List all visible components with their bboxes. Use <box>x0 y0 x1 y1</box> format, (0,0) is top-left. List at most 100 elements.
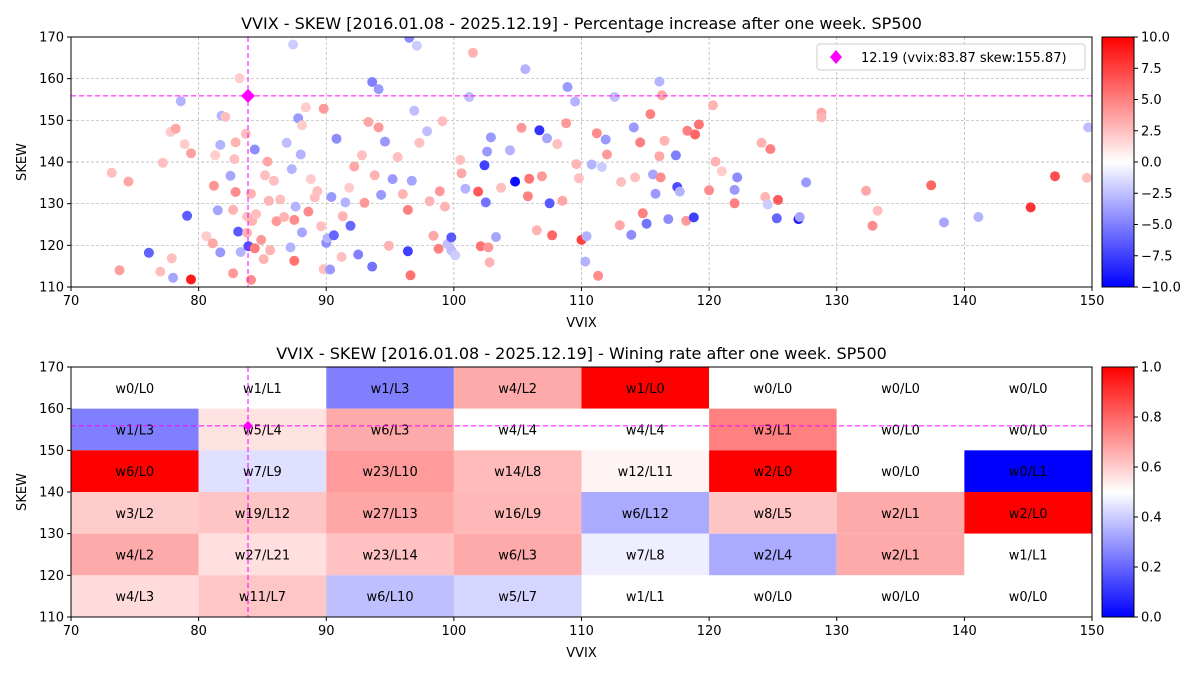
colorbar-ticks: 0.0 0.2 0.4 0.6 0.8 1.0 <box>1134 361 1162 626</box>
scatter-point <box>628 122 639 133</box>
colorbar-gradient <box>1101 366 1135 618</box>
heatmap-cell <box>836 450 965 492</box>
colorbar-tick-label: −2.5 <box>1141 187 1173 202</box>
scatter-point <box>295 149 306 160</box>
heatmap-cell-label: w7/L9 <box>243 465 282 480</box>
y-tick-label: 160 <box>39 72 64 87</box>
x-tick-label: 130 <box>824 294 849 309</box>
heatmap-cell <box>453 533 582 576</box>
scatter-point <box>353 249 364 260</box>
x-tick-label: 120 <box>697 624 722 639</box>
scatter-ylabel: SKEW <box>15 143 30 181</box>
scatter-point <box>318 103 329 114</box>
scatter-point <box>242 227 253 238</box>
heatmap-cell-label: w2/L0 <box>1009 507 1048 522</box>
heatmap-cell <box>709 408 837 451</box>
heatmap-y-ticks: 110 120 130 140 150 160 170 <box>39 361 71 626</box>
scatter-point <box>482 146 493 157</box>
scatter-point <box>208 180 219 191</box>
scatter-point <box>228 268 239 279</box>
heatmap-cell <box>326 575 454 617</box>
scatter-point <box>340 197 351 208</box>
heatmap-cell-label: w1/L1 <box>626 590 665 605</box>
scatter-point <box>1025 202 1036 213</box>
heatmap-cell-label: w11/L7 <box>239 590 286 605</box>
scatter-point <box>536 171 547 182</box>
scatter-point <box>867 220 878 231</box>
colorbar-tick-label: 0.8 <box>1141 411 1162 426</box>
scatter-point <box>405 270 416 281</box>
heatmap-cell-label: w27/L21 <box>235 549 290 564</box>
heatmap-cell-label: w3/L2 <box>115 507 154 522</box>
current-point-marker <box>241 88 256 103</box>
heatmap-cell <box>836 492 965 534</box>
heatmap-cell-label: w1/L3 <box>371 382 410 397</box>
heatmap-cell-label: w19/L12 <box>235 507 290 522</box>
scatter-point <box>289 255 300 266</box>
colorbar-tick-label: 5.0 <box>1141 93 1162 108</box>
x-tick-label: 150 <box>1080 294 1105 309</box>
heatmap-cell <box>198 450 327 492</box>
x-tick-label: 70 <box>63 624 80 639</box>
scatter-point <box>939 217 949 228</box>
colorbar-tick-label: −5.0 <box>1141 218 1173 233</box>
legend-marker-icon <box>830 50 842 64</box>
heatmap-cell <box>709 367 837 409</box>
scatter-point <box>256 234 267 245</box>
scatter-point <box>547 230 558 241</box>
scatter-point <box>337 211 348 222</box>
colorbar-ticks: −10.0 −7.5 −5.0 −2.5 0.0 2.5 5.0 7.5 10.0 <box>1134 31 1181 296</box>
scatter-point <box>387 174 398 185</box>
heatmap-cell-label: w6/L3 <box>498 549 537 564</box>
heatmap-cell-label: w8/L5 <box>754 507 793 522</box>
heatmap-cell <box>836 408 965 451</box>
colorbar-tick-label: 0.6 <box>1141 461 1162 476</box>
heatmap-cell-label: w1/L1 <box>1009 549 1048 564</box>
heatmap-cell <box>581 450 710 492</box>
scatter-point <box>570 96 581 107</box>
scatter-point <box>475 241 486 252</box>
scatter-points <box>106 37 1092 285</box>
heatmap-cell <box>71 492 199 534</box>
scatter-point <box>215 247 226 258</box>
scatter-point <box>220 112 231 122</box>
heatmap-cell-label: w3/L1 <box>754 424 793 439</box>
scatter-point <box>246 274 256 285</box>
y-tick-label: 170 <box>39 31 64 46</box>
colorbar-tick-label: 0.4 <box>1141 511 1162 526</box>
scatter-point <box>316 221 327 232</box>
heatmap-cell <box>581 367 710 409</box>
legend-label: 12.19 (vvix:83.87 skew:155.87) <box>861 51 1067 66</box>
x-tick-label: 130 <box>824 624 849 639</box>
scatter-point <box>428 230 439 241</box>
scatter-point <box>357 150 367 161</box>
scatter-point <box>349 161 360 172</box>
scatter-point <box>186 148 196 159</box>
scatter-point <box>233 226 244 237</box>
scatter-point <box>596 162 607 172</box>
heatmap-cell-label: w0/L0 <box>1009 590 1048 605</box>
heatmap-cell <box>198 575 327 617</box>
scatter-point <box>402 204 413 215</box>
scatter-point <box>424 196 435 207</box>
scatter-point <box>325 264 336 275</box>
y-tick-label: 150 <box>39 114 64 129</box>
scatter-point <box>446 232 457 243</box>
scatter-point <box>561 118 572 129</box>
scatter-colorbar: −10.0 −7.5 −5.0 −2.5 0.0 2.5 5.0 7.5 10.0 <box>1101 31 1181 296</box>
heatmap-cell <box>326 367 454 409</box>
heatmap-cell-label: w6/L0 <box>115 465 154 480</box>
scatter-point <box>437 116 448 127</box>
y-tick-label: 120 <box>39 569 64 584</box>
y-tick-label: 170 <box>39 361 64 376</box>
scatter-point <box>373 84 384 95</box>
scatter-point <box>455 154 466 165</box>
scatter-point <box>505 145 515 156</box>
heatmap-cell <box>198 492 327 534</box>
colorbar-tick-label: 0.2 <box>1141 561 1162 576</box>
current-point-marker <box>243 420 254 431</box>
scatter-point <box>716 166 727 177</box>
scatter-point <box>207 238 218 249</box>
heatmap-cell-label: w2/L1 <box>881 549 920 564</box>
